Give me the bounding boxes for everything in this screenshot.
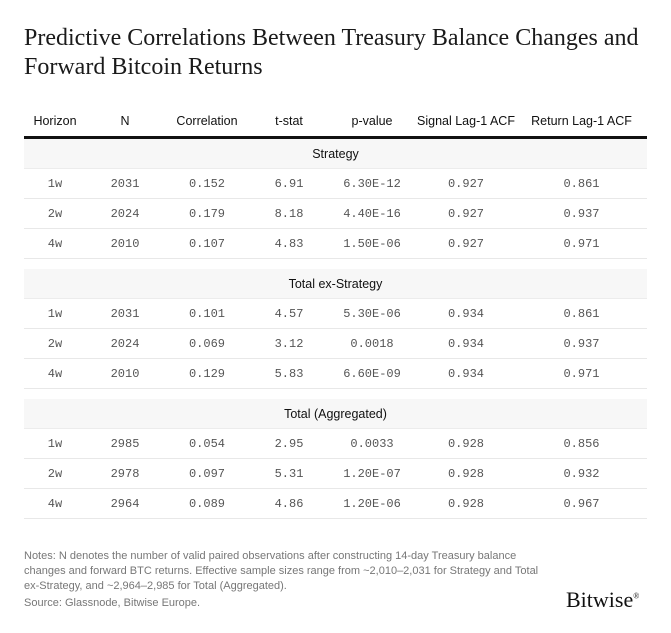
table-cell: 0.129 (164, 358, 250, 389)
table-cell: 2w (24, 198, 86, 229)
table-cell: 0.069 (164, 328, 250, 359)
column-header: p-value (328, 106, 416, 139)
table-cell: 0.152 (164, 168, 250, 199)
table-cell: 2w (24, 458, 86, 489)
table-row: 1w 2985 0.054 2.95 0.0033 0.928 0.856 (24, 428, 647, 459)
table-cell: 0.856 (516, 428, 647, 459)
table-cell: 0.861 (516, 298, 647, 329)
table-cell: 4.83 (250, 228, 328, 259)
table-cell: 0.934 (416, 328, 516, 359)
table-row: 2w 2978 0.097 5.31 1.20E-07 0.928 0.932 (24, 458, 647, 489)
source: Source: Glassnode, Bitwise Europe. (24, 597, 201, 609)
table-cell: 2985 (86, 428, 164, 459)
table-cell: 0.934 (416, 358, 516, 389)
table-cell: 0.054 (164, 428, 250, 459)
column-header: Correlation (164, 106, 250, 139)
table-cell: 6.30E-12 (328, 168, 416, 199)
table-cell: 0.928 (416, 458, 516, 489)
table-cell: 0.934 (416, 298, 516, 329)
table-cell: 0.089 (164, 488, 250, 519)
table-cell: 0.0033 (328, 428, 416, 459)
column-header: Return Lag-1 ACF (516, 106, 647, 139)
table-cell: 4w (24, 228, 86, 259)
header-row: Horizon N Correlation t-stat p-value Signal L… (24, 106, 647, 139)
table-title: Predictive Correlations Between Treasury… (24, 25, 639, 80)
table-cell: 0.937 (516, 198, 647, 229)
table-cell: 1.50E-06 (328, 228, 416, 259)
table-cell: 1w (24, 428, 86, 459)
table-cell: 1.20E-06 (328, 488, 416, 519)
logo-text: Bitwise (566, 587, 634, 612)
table-cell: 0.179 (164, 198, 250, 229)
table-row: 2w 2024 0.179 8.18 4.40E-16 0.927 0.937 (24, 198, 647, 229)
table-cell: 1w (24, 298, 86, 329)
table-cell: 0.927 (416, 228, 516, 259)
table-cell: 4.86 (250, 488, 328, 519)
table-row: 4w 2010 0.129 5.83 6.60E-09 0.934 0.971 (24, 358, 647, 389)
table-cell: 4.40E-16 (328, 198, 416, 229)
table-cell: 4w (24, 488, 86, 519)
table-cell: 5.30E-06 (328, 298, 416, 329)
table-cell: 4w (24, 358, 86, 389)
correlation-table: Horizon N Correlation t-stat p-value Signal L… (24, 106, 647, 519)
table-cell: 0.0018 (328, 328, 416, 359)
column-header: t-stat (250, 106, 328, 139)
spacer-row (24, 388, 647, 399)
table-row: 4w 2964 0.089 4.86 1.20E-06 0.928 0.967 (24, 488, 647, 519)
section-header: Strategy (24, 137, 647, 169)
table-cell: 0.097 (164, 458, 250, 489)
table-cell: 2031 (86, 168, 164, 199)
table-cell: 0.927 (416, 198, 516, 229)
table-cell: 6.60E-09 (328, 358, 416, 389)
notes: Notes: N denotes the number of valid pai… (24, 550, 539, 592)
table-cell: 1w (24, 168, 86, 199)
table-cell: 2w (24, 328, 86, 359)
table-row: 1w 2031 0.101 4.57 5.30E-06 0.934 0.861 (24, 298, 647, 329)
table-cell: 4.57 (250, 298, 328, 329)
table-cell: 0.937 (516, 328, 647, 359)
table-cell: 0.107 (164, 228, 250, 259)
table-cell: 2964 (86, 488, 164, 519)
table-row: 1w 2031 0.152 6.91 6.30E-12 0.927 0.861 (24, 168, 647, 199)
spacer (24, 258, 647, 269)
table-cell: 5.83 (250, 358, 328, 389)
table-cell: 0.967 (516, 488, 647, 519)
table-cell: 2031 (86, 298, 164, 329)
table-cell: 0.932 (516, 458, 647, 489)
table-cell: 0.101 (164, 298, 250, 329)
table-cell: 1.20E-07 (328, 458, 416, 489)
table-cell: 2024 (86, 198, 164, 229)
table-row: 2w 2024 0.069 3.12 0.0018 0.934 0.937 (24, 328, 647, 359)
column-header: N (86, 106, 164, 139)
section-name: Total (Aggregated) (24, 399, 647, 429)
table-cell: 0.928 (416, 428, 516, 459)
table-cell: 3.12 (250, 328, 328, 359)
bitwise-logo: Bitwise® (566, 587, 640, 612)
table-cell: 8.18 (250, 198, 328, 229)
table-cell: 0.861 (516, 168, 647, 199)
section-header: Total (Aggregated) (24, 399, 647, 429)
table-cell: 0.928 (416, 488, 516, 519)
spacer (24, 388, 647, 399)
column-header: Horizon (24, 106, 86, 139)
table-cell: 0.927 (416, 168, 516, 199)
table-cell: 6.91 (250, 168, 328, 199)
table-cell: 2978 (86, 458, 164, 489)
table-cell: 0.971 (516, 228, 647, 259)
table-cell: 5.31 (250, 458, 328, 489)
section-name: Total ex-Strategy (24, 269, 647, 299)
column-header: Signal Lag-1 ACF (416, 106, 516, 139)
section-header: Total ex-Strategy (24, 269, 647, 299)
table-cell: 2.95 (250, 428, 328, 459)
spacer-row (24, 258, 647, 269)
table-cell: 2010 (86, 228, 164, 259)
table-cell: 2010 (86, 358, 164, 389)
section-name: Strategy (24, 137, 647, 169)
table-cell: 2024 (86, 328, 164, 359)
table-row: 4w 2010 0.107 4.83 1.50E-06 0.927 0.971 (24, 228, 647, 259)
table-cell: 0.971 (516, 358, 647, 389)
